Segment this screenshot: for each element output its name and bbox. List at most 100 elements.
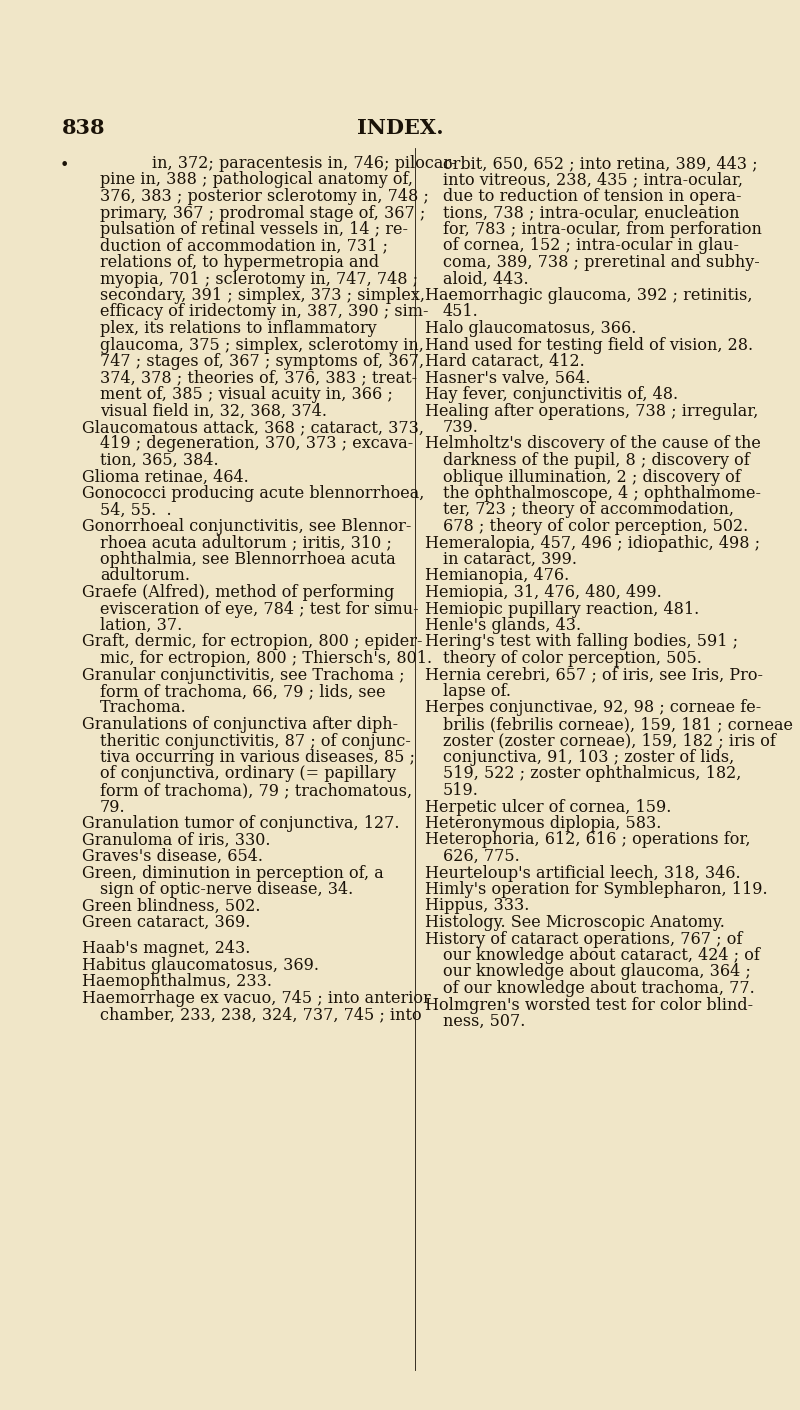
- Text: Hemiopic pupillary reaction, 481.: Hemiopic pupillary reaction, 481.: [425, 601, 699, 618]
- Text: Granulation tumor of conjunctiva, 127.: Granulation tumor of conjunctiva, 127.: [82, 815, 399, 832]
- Text: orbit, 650, 652 ; into retina, 389, 443 ;: orbit, 650, 652 ; into retina, 389, 443 …: [443, 155, 758, 172]
- Text: Healing after operations, 738 ; irregular,: Healing after operations, 738 ; irregula…: [425, 402, 758, 420]
- Text: Halo glaucomatosus, 366.: Halo glaucomatosus, 366.: [425, 320, 636, 337]
- Text: Glaucomatous attack, 368 ; cataract, 373,: Glaucomatous attack, 368 ; cataract, 373…: [82, 419, 424, 436]
- Text: Heterophoria, 612, 616 ; operations for,: Heterophoria, 612, 616 ; operations for,: [425, 832, 750, 849]
- Text: Holmgren's worsted test for color blind-: Holmgren's worsted test for color blind-: [425, 997, 753, 1014]
- Text: 739.: 739.: [443, 419, 479, 436]
- Text: Graft, dermic, for ectropion, 800 ; epider-: Graft, dermic, for ectropion, 800 ; epid…: [82, 633, 422, 650]
- Text: in, 372; paracentesis in, 746; pilocar-: in, 372; paracentesis in, 746; pilocar-: [152, 155, 457, 172]
- Text: Haab's magnet, 243.: Haab's magnet, 243.: [82, 940, 250, 957]
- Text: duction of accommodation in, 731 ;: duction of accommodation in, 731 ;: [100, 237, 388, 254]
- Text: Heurteloup's artificial leech, 318, 346.: Heurteloup's artificial leech, 318, 346.: [425, 864, 741, 881]
- Text: Histology. See Microscopic Anatomy.: Histology. See Microscopic Anatomy.: [425, 914, 725, 931]
- Text: ness, 507.: ness, 507.: [443, 1012, 526, 1029]
- Text: ment of, 385 ; visual acuity in, 366 ;: ment of, 385 ; visual acuity in, 366 ;: [100, 386, 393, 403]
- Text: Hasner's valve, 564.: Hasner's valve, 564.: [425, 369, 590, 386]
- Text: 519, 522 ; zoster ophthalmicus, 182,: 519, 522 ; zoster ophthalmicus, 182,: [443, 766, 742, 783]
- Text: zoster (zoster corneae), 159, 182 ; iris of: zoster (zoster corneae), 159, 182 ; iris…: [443, 733, 776, 750]
- Text: visual field in, 32, 368, 374.: visual field in, 32, 368, 374.: [100, 402, 327, 420]
- Text: Granulations of conjunctiva after diph-: Granulations of conjunctiva after diph-: [82, 716, 398, 733]
- Text: mic, for ectropion, 800 ; Thiersch's, 801.: mic, for ectropion, 800 ; Thiersch's, 80…: [100, 650, 432, 667]
- Text: Gonorrhoeal conjunctivitis, see Blennor-: Gonorrhoeal conjunctivitis, see Blennor-: [82, 517, 411, 534]
- Text: Glioma retinae, 464.: Glioma retinae, 464.: [82, 468, 249, 485]
- Text: Hard cataract, 412.: Hard cataract, 412.: [425, 352, 585, 369]
- Text: form of trachoma), 79 ; trachomatous,: form of trachoma), 79 ; trachomatous,: [100, 783, 412, 799]
- Text: tion, 365, 384.: tion, 365, 384.: [100, 453, 218, 470]
- Text: Green blindness, 502.: Green blindness, 502.: [82, 898, 261, 915]
- Text: for, 783 ; intra-ocular, from perforation: for, 783 ; intra-ocular, from perforatio…: [443, 221, 762, 238]
- Text: Haemophthalmus, 233.: Haemophthalmus, 233.: [82, 973, 272, 990]
- Text: brilis (febrilis corneae), 159, 181 ; corneae: brilis (febrilis corneae), 159, 181 ; co…: [443, 716, 793, 733]
- Text: Haemorrhage ex vacuo, 745 ; into anterior: Haemorrhage ex vacuo, 745 ; into anterio…: [82, 990, 430, 1007]
- Text: 838: 838: [62, 118, 106, 138]
- Text: Graefe (Alfred), method of performing: Graefe (Alfred), method of performing: [82, 584, 394, 601]
- Text: Hand used for testing field of vision, 28.: Hand used for testing field of vision, 2…: [425, 337, 753, 354]
- Text: our knowledge about cataract, 424 ; of: our knowledge about cataract, 424 ; of: [443, 948, 760, 964]
- Text: ophthalmia, see Blennorrhoea acuta: ophthalmia, see Blennorrhoea acuta: [100, 551, 396, 568]
- Text: Granular conjunctivitis, see Trachoma ;: Granular conjunctivitis, see Trachoma ;: [82, 667, 405, 684]
- Text: myopia, 701 ; sclerotomy in, 747, 748 ;: myopia, 701 ; sclerotomy in, 747, 748 ;: [100, 271, 418, 288]
- Text: theritic conjunctivitis, 87 ; of conjunc-: theritic conjunctivitis, 87 ; of conjunc…: [100, 733, 411, 750]
- Text: Gonococci producing acute blennorrhoea,: Gonococci producing acute blennorrhoea,: [82, 485, 424, 502]
- Text: due to reduction of tension in opera-: due to reduction of tension in opera-: [443, 188, 742, 204]
- Text: relations of, to hypermetropia and: relations of, to hypermetropia and: [100, 254, 379, 271]
- Text: INDEX.: INDEX.: [357, 118, 443, 138]
- Text: plex, its relations to inflammatory: plex, its relations to inflammatory: [100, 320, 377, 337]
- Text: in cataract, 399.: in cataract, 399.: [443, 551, 577, 568]
- Text: Hay fever, conjunctivitis of, 48.: Hay fever, conjunctivitis of, 48.: [425, 386, 678, 403]
- Text: the ophthalmoscope, 4 ; ophthalmome-: the ophthalmoscope, 4 ; ophthalmome-: [443, 485, 761, 502]
- Text: 419 ; degeneration, 370, 373 ; excava-: 419 ; degeneration, 370, 373 ; excava-: [100, 436, 414, 453]
- Text: secondary, 391 ; simplex, 373 ; simplex,: secondary, 391 ; simplex, 373 ; simplex,: [100, 288, 425, 305]
- Text: adultorum.: adultorum.: [100, 567, 190, 585]
- Text: ter, 723 ; theory of accommodation,: ter, 723 ; theory of accommodation,: [443, 502, 734, 519]
- Text: 678 ; theory of color perception, 502.: 678 ; theory of color perception, 502.: [443, 517, 748, 534]
- Text: Hernia cerebri, 657 ; of iris, see Iris, Pro-: Hernia cerebri, 657 ; of iris, see Iris,…: [425, 667, 763, 684]
- Text: Green cataract, 369.: Green cataract, 369.: [82, 914, 250, 931]
- Text: Helmholtz's discovery of the cause of the: Helmholtz's discovery of the cause of th…: [425, 436, 761, 453]
- Text: Herpetic ulcer of cornea, 159.: Herpetic ulcer of cornea, 159.: [425, 798, 671, 815]
- Text: of cornea, 152 ; intra-ocular in glau-: of cornea, 152 ; intra-ocular in glau-: [443, 237, 739, 254]
- Text: 626, 775.: 626, 775.: [443, 847, 520, 864]
- Text: pine in, 388 ; pathological anatomy of,: pine in, 388 ; pathological anatomy of,: [100, 172, 413, 189]
- Text: chamber, 233, 238, 324, 737, 745 ; into: chamber, 233, 238, 324, 737, 745 ; into: [100, 1007, 422, 1024]
- Text: coma, 389, 738 ; preretinal and subhy-: coma, 389, 738 ; preretinal and subhy-: [443, 254, 760, 271]
- Text: of our knowledge about trachoma, 77.: of our knowledge about trachoma, 77.: [443, 980, 754, 997]
- Text: theory of color perception, 505.: theory of color perception, 505.: [443, 650, 702, 667]
- Text: form of trachoma, 66, 79 ; lids, see: form of trachoma, 66, 79 ; lids, see: [100, 682, 386, 699]
- Text: darkness of the pupil, 8 ; discovery of: darkness of the pupil, 8 ; discovery of: [443, 453, 750, 470]
- Text: efficacy of iridectomy in, 387, 390 ; sim-: efficacy of iridectomy in, 387, 390 ; si…: [100, 303, 429, 320]
- Text: History of cataract operations, 767 ; of: History of cataract operations, 767 ; of: [425, 931, 742, 948]
- Text: Hemiopia, 31, 476, 480, 499.: Hemiopia, 31, 476, 480, 499.: [425, 584, 662, 601]
- Text: lapse of.: lapse of.: [443, 682, 511, 699]
- Text: into vitreous, 238, 435 ; intra-ocular,: into vitreous, 238, 435 ; intra-ocular,: [443, 172, 743, 189]
- Text: pulsation of retinal vessels in, 14 ; re-: pulsation of retinal vessels in, 14 ; re…: [100, 221, 408, 238]
- Text: glaucoma, 375 ; simplex, sclerotomy in,: glaucoma, 375 ; simplex, sclerotomy in,: [100, 337, 424, 354]
- Text: lation, 37.: lation, 37.: [100, 618, 182, 634]
- Text: Herpes conjunctivae, 92, 98 ; corneae fe-: Herpes conjunctivae, 92, 98 ; corneae fe…: [425, 699, 762, 716]
- Text: Hering's test with falling bodies, 591 ;: Hering's test with falling bodies, 591 ;: [425, 633, 738, 650]
- Text: evisceration of eye, 784 ; test for simu-: evisceration of eye, 784 ; test for simu…: [100, 601, 418, 618]
- Text: oblique illumination, 2 ; discovery of: oblique illumination, 2 ; discovery of: [443, 468, 741, 485]
- Text: •: •: [60, 157, 70, 173]
- Text: our knowledge about glaucoma, 364 ;: our knowledge about glaucoma, 364 ;: [443, 963, 751, 980]
- Text: 451.: 451.: [443, 303, 478, 320]
- Text: Himly's operation for Symblepharon, 119.: Himly's operation for Symblepharon, 119.: [425, 881, 768, 898]
- Text: 376, 383 ; posterior sclerotomy in, 748 ;: 376, 383 ; posterior sclerotomy in, 748 …: [100, 188, 429, 204]
- Text: Hemianopia, 476.: Hemianopia, 476.: [425, 567, 570, 585]
- Text: conjunctiva, 91, 103 ; zoster of lids,: conjunctiva, 91, 103 ; zoster of lids,: [443, 749, 734, 766]
- Text: tions, 738 ; intra-ocular, enucleation: tions, 738 ; intra-ocular, enucleation: [443, 204, 739, 221]
- Text: Trachoma.: Trachoma.: [100, 699, 186, 716]
- Text: 747 ; stages of, 367 ; symptoms of, 367,: 747 ; stages of, 367 ; symptoms of, 367,: [100, 352, 424, 369]
- Text: primary, 367 ; prodromal stage of, 367 ;: primary, 367 ; prodromal stage of, 367 ;: [100, 204, 426, 221]
- Text: sign of optic-nerve disease, 34.: sign of optic-nerve disease, 34.: [100, 881, 354, 898]
- Text: 79.: 79.: [100, 798, 126, 815]
- Text: Hippus, 333.: Hippus, 333.: [425, 898, 530, 915]
- Text: Heteronymous diplopia, 583.: Heteronymous diplopia, 583.: [425, 815, 662, 832]
- Text: 54, 55.  .: 54, 55. .: [100, 502, 172, 519]
- Text: tiva occurring in various diseases, 85 ;: tiva occurring in various diseases, 85 ;: [100, 749, 415, 766]
- Text: Henle's glands, 43.: Henle's glands, 43.: [425, 618, 581, 634]
- Text: of conjunctiva, ordinary (= papillary: of conjunctiva, ordinary (= papillary: [100, 766, 396, 783]
- Text: rhoea acuta adultorum ; iritis, 310 ;: rhoea acuta adultorum ; iritis, 310 ;: [100, 534, 392, 551]
- Text: Habitus glaucomatosus, 369.: Habitus glaucomatosus, 369.: [82, 957, 319, 974]
